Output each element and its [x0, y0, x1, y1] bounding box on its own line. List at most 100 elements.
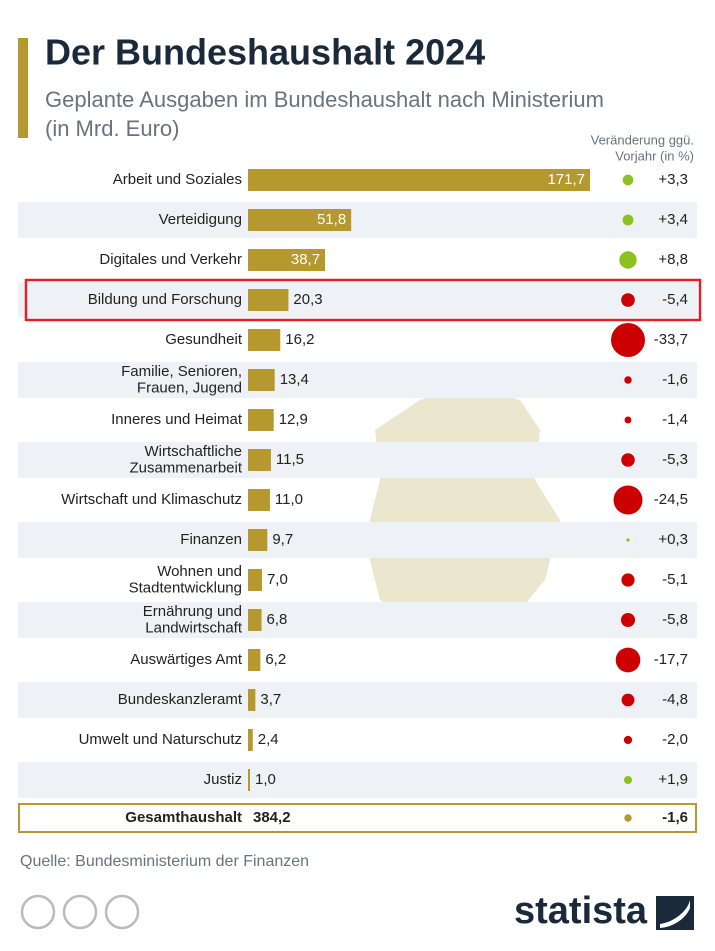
change-label: -1,6 — [662, 371, 688, 388]
total-value: 384,2 — [253, 809, 291, 826]
category-label: Justiz — [204, 771, 242, 788]
change-label: +1,9 — [658, 771, 688, 788]
change-dot — [622, 214, 634, 226]
bar — [248, 329, 281, 351]
change-dot — [620, 612, 636, 628]
icon — [104, 894, 140, 930]
change-dot — [624, 376, 632, 384]
change-label: +3,3 — [658, 171, 688, 188]
category-label: Verteidigung — [159, 211, 242, 228]
change-label: -17,7 — [654, 651, 688, 668]
change-label: +3,4 — [658, 211, 688, 228]
change-dot — [621, 293, 635, 307]
change-label: +8,8 — [658, 251, 688, 268]
row-band — [18, 442, 697, 478]
value-label: 11,0 — [275, 491, 303, 508]
category-label: Digitales und Verkehr — [99, 251, 242, 268]
bar — [248, 729, 253, 751]
value-label: 7,0 — [267, 571, 288, 588]
source: Quelle: Bundesministerium der Finanzen — [20, 853, 309, 870]
bar — [248, 289, 289, 311]
bar — [248, 489, 270, 511]
value-label: 16,2 — [285, 331, 314, 348]
value-label: 3,7 — [260, 691, 281, 708]
change-label: -24,5 — [654, 491, 688, 508]
value-label: 13,4 — [280, 371, 309, 388]
change-label: -2,0 — [662, 731, 688, 748]
value-label: 12,9 — [279, 411, 308, 428]
highlight-box — [24, 278, 702, 322]
subtitle: (in Mrd. Euro) — [45, 116, 179, 141]
value-label: 1,0 — [255, 771, 276, 788]
bar — [248, 689, 256, 711]
value-label: 6,8 — [267, 611, 288, 628]
change-dot — [621, 573, 635, 587]
bar — [248, 369, 275, 391]
row-band — [18, 522, 697, 558]
category-label: Ernährung und Landwirtschaft — [143, 603, 243, 637]
brand-icon-swoosh — [660, 900, 690, 928]
value-label: 51,8 — [317, 211, 346, 228]
bar — [248, 649, 261, 671]
change-header: Veränderung ggü. — [591, 132, 694, 147]
map-decoration — [365, 385, 560, 630]
change-dot — [613, 485, 643, 515]
row-band — [18, 282, 697, 318]
value-label: 38,7 — [291, 251, 320, 268]
change-dot — [626, 538, 630, 542]
bar — [248, 449, 271, 471]
row-band — [18, 362, 697, 398]
bar — [248, 529, 268, 551]
brand: statista — [514, 890, 648, 932]
category-label: Arbeit und Soziales — [113, 171, 242, 188]
change-label: -5,8 — [662, 611, 688, 628]
row-band — [18, 682, 697, 718]
change-label: -1,4 — [662, 411, 688, 428]
bar — [248, 209, 352, 231]
value-label: 2,4 — [258, 731, 279, 748]
title-accent — [18, 38, 28, 138]
value-label: 9,7 — [272, 531, 293, 548]
category-label: Wirtschaft und Klimaschutz — [61, 491, 242, 508]
change-label: -33,7 — [654, 331, 688, 348]
change-dot — [623, 735, 633, 745]
value-label: 6,2 — [265, 651, 286, 668]
row-band — [18, 602, 697, 638]
total-label: Gesamthaushalt — [125, 809, 242, 826]
total-box — [18, 803, 697, 833]
category-label: Gesundheit — [165, 331, 243, 348]
category-label: Finanzen — [180, 531, 242, 548]
icon — [20, 894, 56, 930]
value-label: 11,5 — [276, 451, 304, 468]
change-dot — [624, 416, 632, 424]
value-label: 20,3 — [293, 291, 322, 308]
category-label: Familie, Senioren, Frauen, Jugend — [121, 363, 242, 397]
bar — [248, 169, 590, 191]
change-dot — [622, 174, 634, 186]
bar — [248, 609, 262, 631]
change-dot — [624, 814, 632, 822]
category-label: Auswärtiges Amt — [130, 651, 243, 668]
change-label: +0,3 — [658, 531, 688, 548]
change-dot — [623, 775, 633, 785]
category-label: Wirtschaftliche Zusammenarbeit — [129, 443, 242, 477]
value-label: 171,7 — [547, 171, 585, 188]
category-label: Bildung und Forschung — [88, 291, 242, 308]
category-label: Wohnen und Stadtentwicklung — [129, 563, 242, 597]
change-dot — [610, 322, 646, 358]
category-label: Inneres und Heimat — [111, 411, 243, 428]
change-dot — [615, 647, 641, 673]
category-label: Umwelt und Naturschutz — [79, 731, 242, 748]
bar — [248, 249, 326, 271]
change-dot — [621, 453, 635, 467]
change-dot — [621, 693, 635, 707]
bar — [248, 409, 274, 431]
chart-title: Der Bundeshaushalt 2024 — [45, 32, 485, 73]
change-label: -5,4 — [662, 291, 688, 308]
change-label: -4,8 — [662, 691, 688, 708]
change-label: -5,1 — [662, 571, 688, 588]
change-label: -5,3 — [662, 451, 688, 468]
subtitle: Geplante Ausgaben im Bundeshaushalt nach… — [45, 87, 604, 112]
change-header: Vorjahr (in %) — [615, 148, 694, 163]
